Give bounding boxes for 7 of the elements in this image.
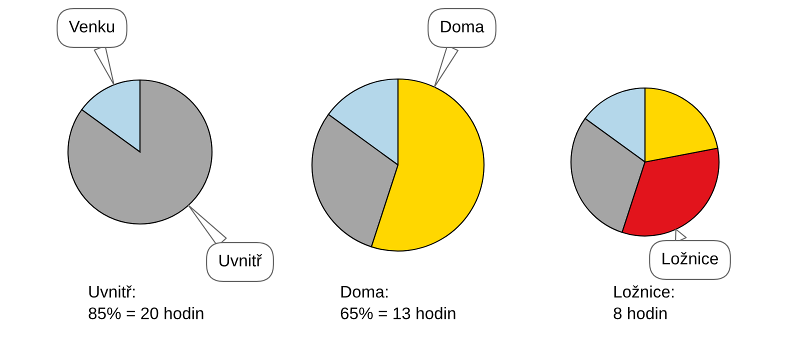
slice-label: Venku bbox=[68, 20, 114, 32]
text: Doma: 65% = 13 hodin bbox=[340, 286, 456, 320]
slice-label: Uvnitř bbox=[220, 254, 262, 266]
slice-label: Ložnice bbox=[662, 252, 718, 264]
text: Uvnitř: 85% = 20 hodin bbox=[88, 285, 204, 320]
slice-label: Doma bbox=[441, 20, 484, 32]
text: Ložnice: 8 hodin bbox=[614, 285, 674, 320]
